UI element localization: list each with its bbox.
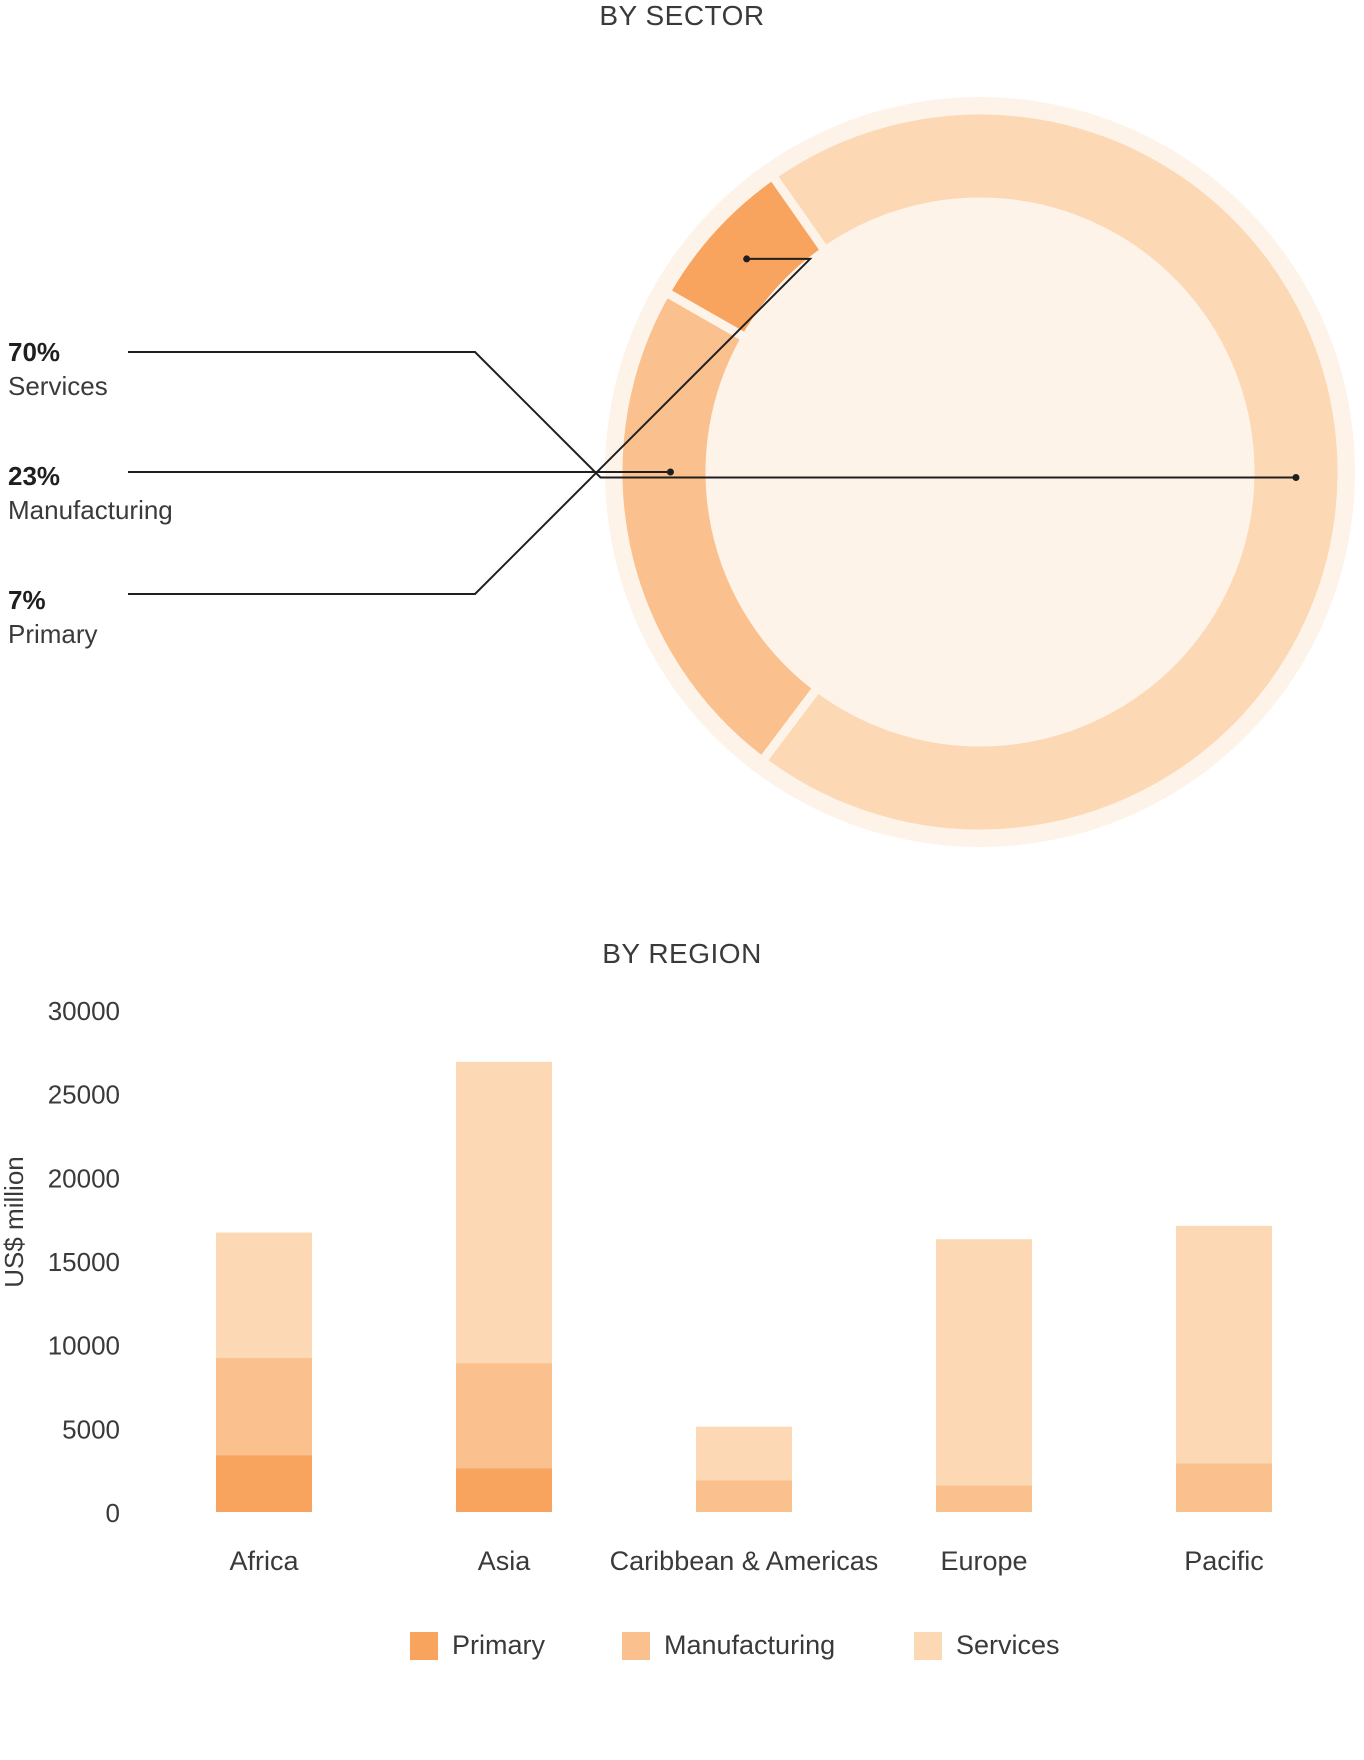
bar-manufacturing-africa (216, 1358, 312, 1456)
y-axis-label: US$ million (0, 1156, 29, 1288)
y-tick-label: 5000 (62, 1414, 120, 1444)
leader-line-primary (128, 257, 813, 595)
x-tick-label: Asia (478, 1546, 532, 1576)
bar-manufacturing-pacific (1176, 1463, 1272, 1512)
leader-dot-manufacturing (666, 468, 674, 476)
legend-swatch-primary (410, 1631, 438, 1660)
bar-manufacturing-caribbean-americas (696, 1480, 792, 1512)
legend-item-primary: Primary (410, 1630, 545, 1661)
bar-services-asia (456, 1061, 552, 1364)
bar-manufacturing-asia (456, 1363, 552, 1469)
callout-services: 70% Services (8, 335, 108, 403)
bar-services-europe (936, 1239, 1032, 1486)
bar-services-africa (216, 1232, 312, 1359)
bar-services-pacific (1176, 1225, 1272, 1464)
x-tick-label: Pacific (1184, 1546, 1264, 1576)
callout-primary-label: Primary (8, 619, 98, 649)
callout-manufacturing-label: Manufacturing (8, 495, 173, 525)
legend-label-services: Services (956, 1630, 1060, 1660)
legend-item-manufacturing: Manufacturing (622, 1630, 835, 1661)
y-tick-label: 10000 (48, 1331, 120, 1361)
bar-primary-asia (456, 1468, 552, 1512)
callout-primary: 7% Primary (8, 583, 98, 651)
sector-chart-title: BY SECTOR (599, 0, 765, 31)
leader-dot-services (1292, 474, 1300, 482)
legend-item-services: Services (914, 1630, 1060, 1661)
bar-manufacturing-europe (936, 1485, 1032, 1512)
y-tick-label: 15000 (48, 1247, 120, 1277)
chart-legend: Primary Manufacturing Services (0, 1630, 1364, 1670)
sector-donut-chart (128, 97, 1355, 847)
bar-primary-africa (216, 1455, 312, 1512)
callout-services-pct: 70% (8, 337, 61, 367)
donut-background (605, 97, 1355, 847)
leader-line-services (128, 351, 1296, 479)
legend-label-primary: Primary (452, 1630, 545, 1660)
y-tick-label: 25000 (48, 1080, 120, 1110)
x-tick-label: Africa (229, 1546, 299, 1576)
region-chart-title: BY REGION (602, 938, 762, 969)
callout-manufacturing-pct: 23% (8, 461, 61, 491)
legend-swatch-manufacturing (622, 1631, 650, 1660)
y-tick-label: 30000 (48, 996, 120, 1026)
legend-label-manufacturing: Manufacturing (664, 1630, 836, 1660)
leader-dot-primary (743, 255, 751, 263)
bar-services-caribbean-americas (696, 1426, 792, 1481)
callout-services-label: Services (8, 371, 108, 401)
x-tick-label: Caribbean & Americas (610, 1546, 879, 1576)
callout-manufacturing: 23% Manufacturing (8, 459, 173, 527)
callout-primary-pct: 7% (8, 585, 46, 615)
region-bar-chart: 0 5000 10000 15000 20000 25000 30000 US$ millio… (0, 996, 1272, 1576)
legend-swatch-services (914, 1631, 942, 1660)
donut-slice-services (755, 105, 1347, 839)
y-tick-label: 20000 (48, 1163, 120, 1193)
y-tick-label: 0 (106, 1498, 120, 1528)
x-tick-label: Europe (940, 1546, 1027, 1576)
